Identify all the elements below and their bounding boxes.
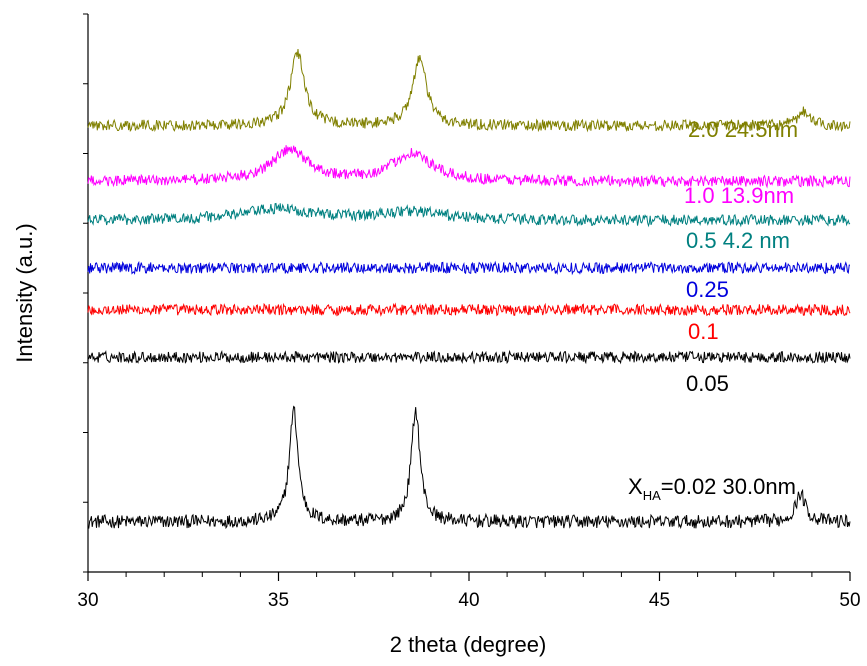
x-tick-label: 40 bbox=[458, 590, 479, 611]
axis-ticks: 30 35 40 45 50 bbox=[77, 13, 861, 611]
series-line-3 bbox=[87, 260, 850, 276]
x-tick-label: 50 bbox=[839, 590, 860, 611]
x-tick-label: 35 bbox=[268, 590, 289, 611]
series-line-1 bbox=[87, 349, 851, 365]
series-label-1: 0.05 bbox=[686, 371, 729, 396]
x-tick-label: 45 bbox=[649, 590, 670, 611]
x-tick-label: 30 bbox=[77, 590, 98, 611]
series-label-6: 2.0 24.5nm bbox=[688, 117, 798, 142]
series-line-0 bbox=[88, 405, 851, 530]
series-line-6 bbox=[87, 49, 851, 133]
series-labels: XHA=0.02 30.0nm 0.05 0.1 0.25 0.5 4.2 nm 1.0 … bbox=[628, 117, 798, 503]
series-line-5 bbox=[87, 145, 851, 189]
series-label-5: 1.0 13.9nm bbox=[684, 183, 794, 208]
series-label-3: 0.25 bbox=[686, 277, 729, 302]
y-axis-title: Intensity (a.u.) bbox=[12, 223, 37, 362]
series-group bbox=[87, 49, 851, 530]
x-axis-title: 2 theta (degree) bbox=[390, 632, 547, 657]
series-label-4: 0.5 4.2 nm bbox=[686, 228, 790, 253]
series-line-4 bbox=[87, 202, 851, 228]
series-line-2 bbox=[87, 302, 851, 317]
series-label-2: 0.1 bbox=[688, 319, 719, 344]
series-label-0: XHA=0.02 30.0nm bbox=[628, 474, 796, 503]
